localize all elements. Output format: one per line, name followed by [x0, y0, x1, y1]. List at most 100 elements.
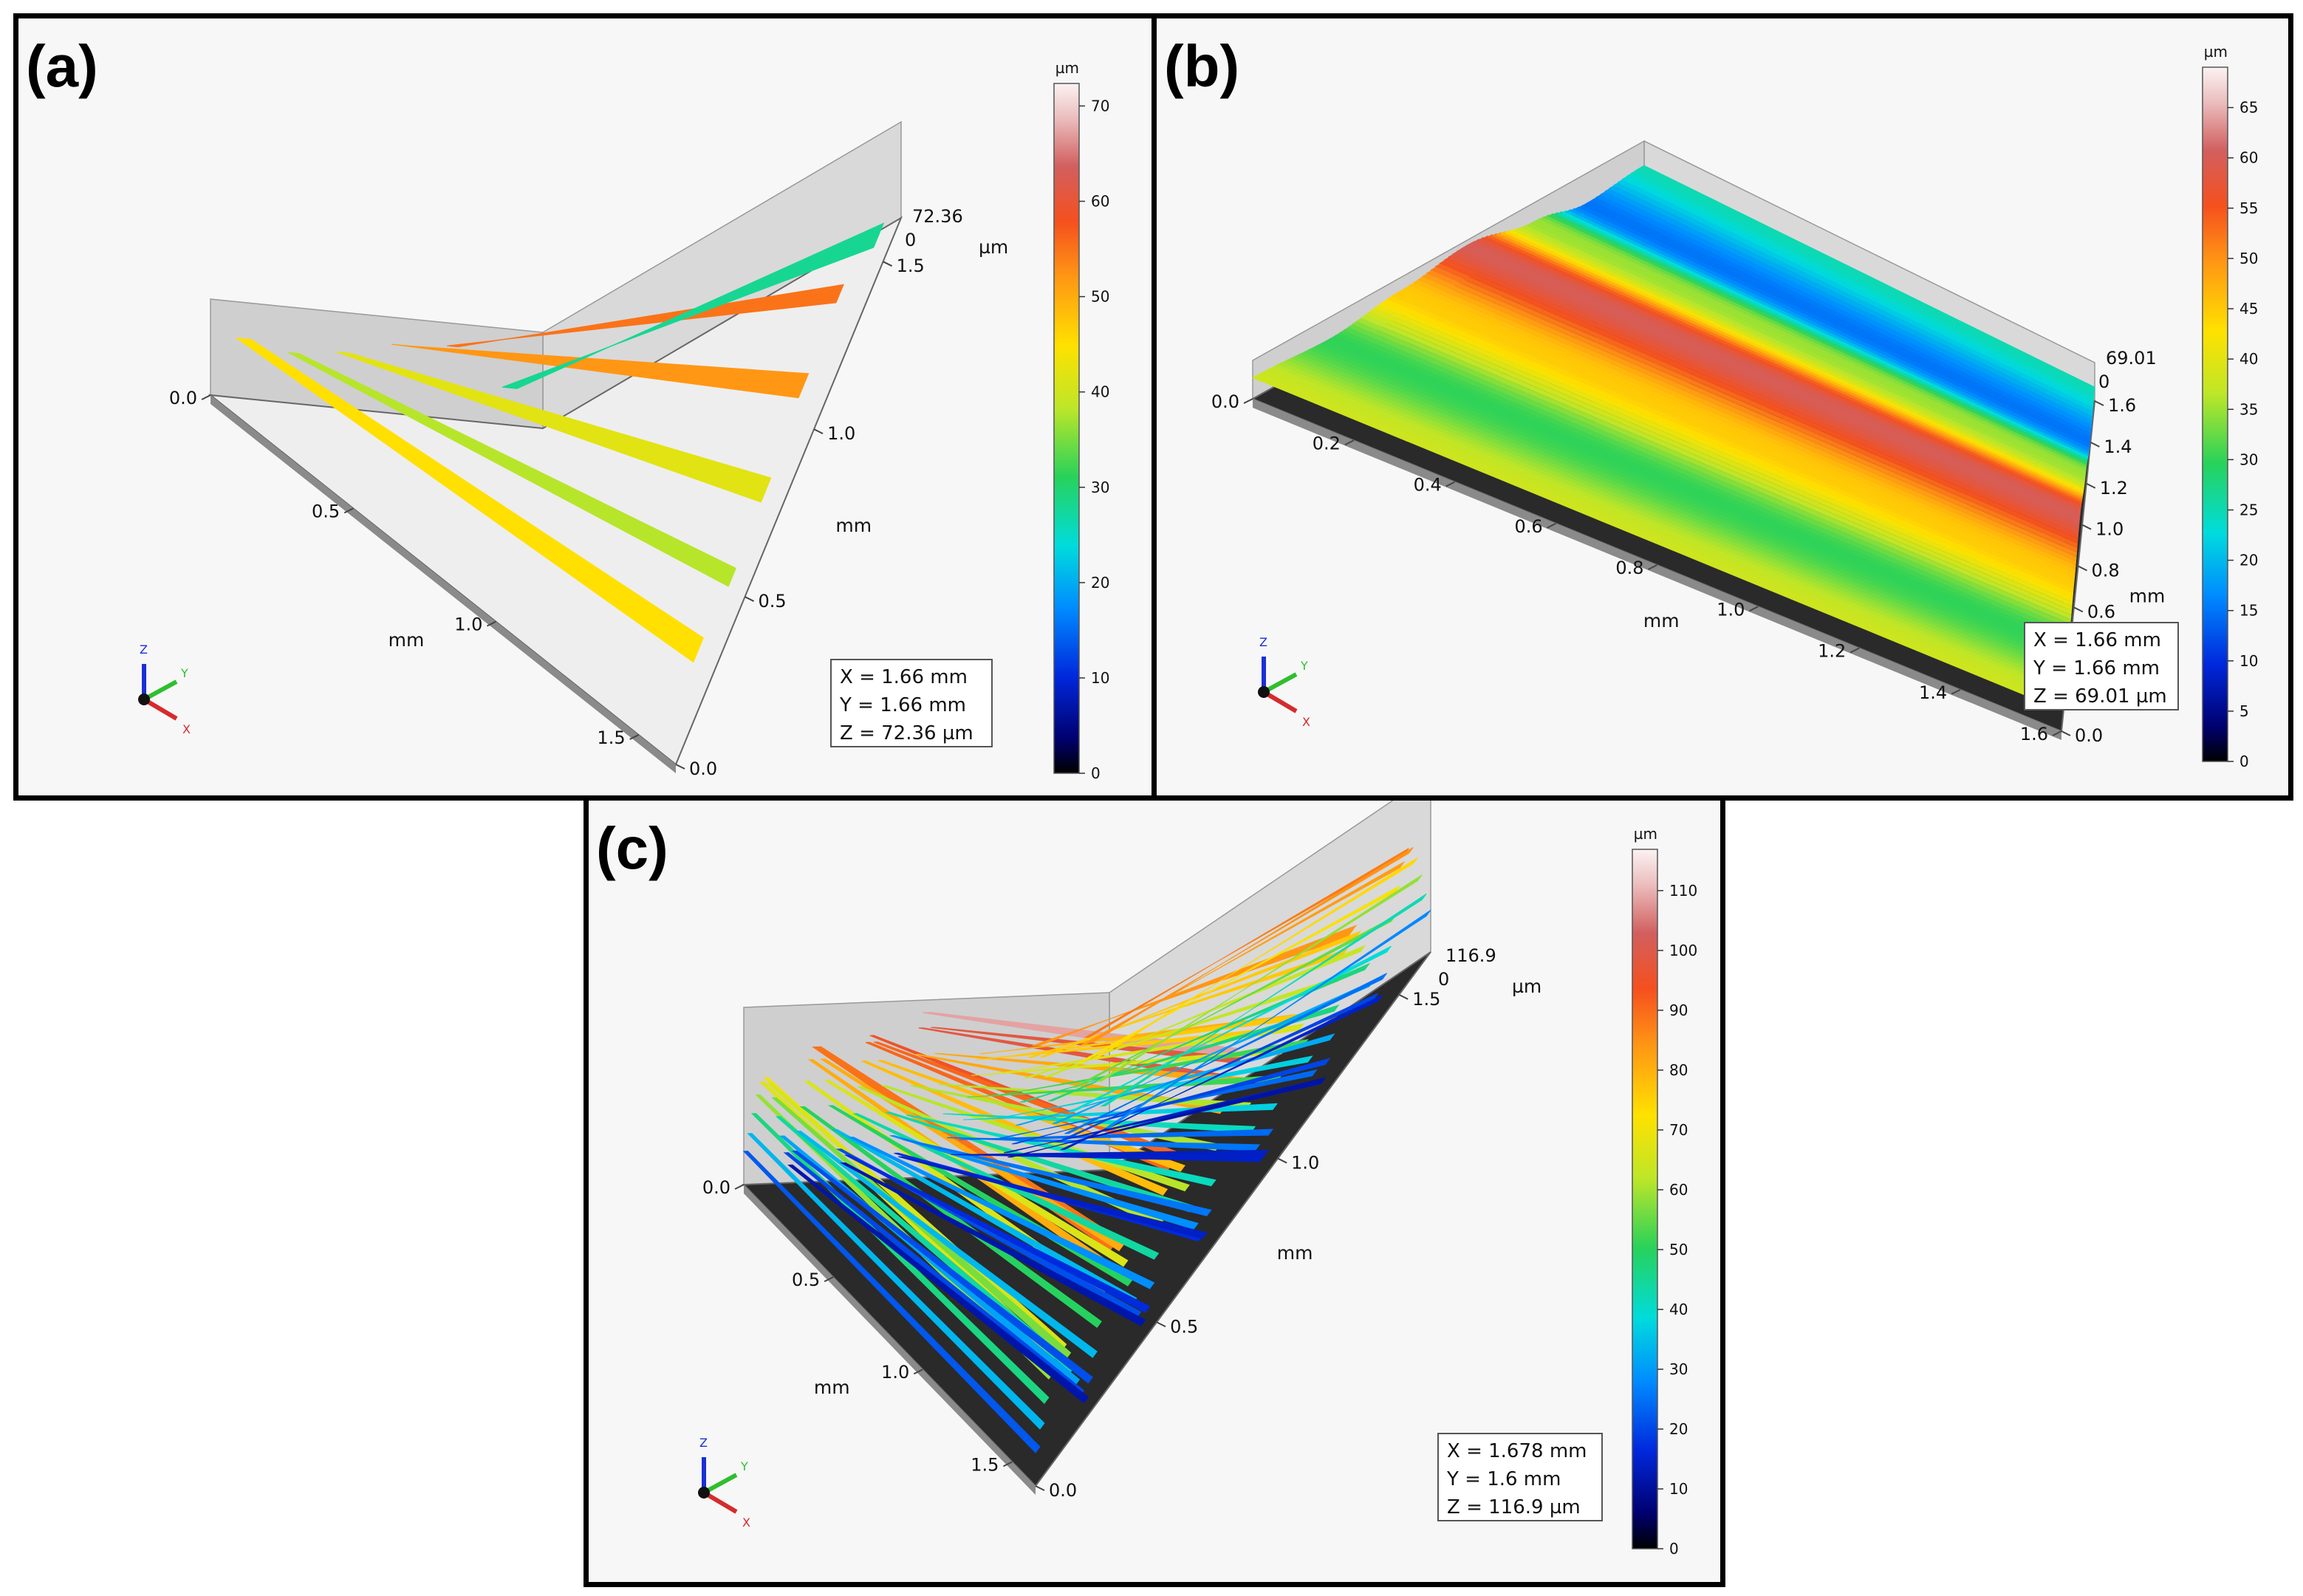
- surface-strip: [1356, 318, 2072, 624]
- y-tick-label: 0.5: [759, 591, 787, 612]
- colorbar-tick-label: 40: [1669, 1301, 1688, 1318]
- colorbar-tick-label: 10: [1669, 1480, 1688, 1498]
- surface-strip: [843, 1154, 1151, 1313]
- front-face: [1253, 399, 2061, 740]
- colorbar-tick-label: 20: [2239, 552, 2258, 569]
- colorbar-tick-label: 30: [1669, 1360, 1688, 1378]
- front-face: [744, 1185, 1036, 1495]
- x-tick-label: 1.0: [881, 1362, 909, 1383]
- triad-origin: [698, 1487, 710, 1499]
- colorbar-tick-label: 0: [2239, 753, 2249, 770]
- surface-strip: [991, 1038, 1309, 1097]
- x-tick-label: 1.0: [1717, 599, 1745, 620]
- colorbar-tick-label: 65: [2239, 99, 2258, 117]
- y-tick-label: 1.5: [897, 256, 925, 276]
- info-line: Y = 1.66 mm: [2033, 657, 2160, 679]
- triad-z-label: Z: [699, 1436, 708, 1450]
- x-tick-label: 1.6: [2020, 724, 2048, 744]
- y-tick-label: 0.0: [1049, 1480, 1077, 1501]
- z-zero-label: 0: [2098, 371, 2109, 392]
- x-tick-mark: [2052, 730, 2062, 736]
- y-tick-mark: [1156, 1321, 1166, 1328]
- x-tick-label: 0.0: [702, 1177, 730, 1198]
- z-max-label: 72.36: [912, 206, 963, 227]
- colorbar-tick-label: 50: [2239, 250, 2258, 267]
- x-tick-label: 0.5: [792, 1270, 820, 1290]
- colorbar-tick-label: 80: [1669, 1061, 1688, 1079]
- y-tick-label: 0.5: [1170, 1316, 1198, 1337]
- surface-strip: [1608, 185, 2093, 421]
- surface-strip: [1417, 276, 2077, 566]
- x-tick-mark: [1002, 1461, 1013, 1467]
- x-tick-mark: [486, 620, 496, 627]
- front-face: [211, 395, 676, 773]
- colorbar-tick-label: 30: [2239, 451, 2258, 468]
- surface-strip: [1040, 930, 1362, 1058]
- surface-strip: [1412, 279, 2076, 570]
- x-axis-label: mm: [814, 1377, 850, 1398]
- surface-strip: [747, 1133, 1045, 1430]
- surface-strip: [1103, 909, 1431, 1129]
- surface-strip: [835, 1148, 1142, 1319]
- surface-strip: [247, 338, 704, 645]
- surface-strip: [1443, 257, 2079, 539]
- info-line: Z = 116.9 µm: [1447, 1496, 1581, 1518]
- info-line: X = 1.678 mm: [1447, 1440, 1587, 1462]
- colorbar-tick-label: 35: [2239, 400, 2258, 418]
- surface-strip: [902, 1139, 1212, 1216]
- triad-x-label: X: [182, 722, 191, 736]
- z-axis-label: µm: [1512, 976, 1541, 997]
- colorbar-tick-label: 60: [2239, 149, 2258, 167]
- x-tick-label: 0.8: [1615, 558, 1643, 578]
- x-tick-mark: [1445, 481, 1456, 487]
- colorbar-tick-label: 90: [1669, 1001, 1688, 1019]
- panel-label: (a): [26, 33, 98, 99]
- surface-strip: [1011, 1058, 1331, 1145]
- surface-mesh: [235, 222, 885, 663]
- surface-strip: [1626, 173, 2095, 403]
- y-tick-mark: [883, 261, 893, 267]
- x-axis-label: mm: [389, 629, 425, 651]
- z-axis-label: µm: [979, 236, 1008, 258]
- surface-strip: [1408, 282, 2076, 575]
- x-tick-mark: [1951, 688, 1961, 695]
- colorbar-tick-label: 45: [2239, 300, 2258, 318]
- triad-y-label: Y: [740, 1459, 748, 1473]
- triad-y-arrow: [1262, 672, 1298, 694]
- y-tick-mark: [2086, 482, 2096, 489]
- surface-strip: [1451, 251, 2080, 531]
- z-max-label: 69.01: [2106, 348, 2157, 369]
- y-tick-label: 0.0: [2075, 725, 2103, 746]
- surface-mesh: [1251, 165, 2095, 711]
- x-tick-mark: [1748, 606, 1759, 612]
- colorbar-tick-label: 70: [1091, 97, 1109, 114]
- colorbar-tick-label: 110: [1669, 882, 1697, 900]
- surface-strip: [889, 1134, 1199, 1230]
- x-tick-mark: [734, 1184, 745, 1190]
- surface-strip: [954, 1149, 1270, 1157]
- y-tick-label: 0.0: [689, 758, 717, 779]
- colorbar-tick-label: 60: [1091, 193, 1109, 210]
- surface-strip: [1617, 179, 2094, 412]
- surface-strip: [897, 1156, 1208, 1239]
- surface-strip: [1019, 1004, 1340, 1103]
- colorbar-tick-label: 50: [1091, 288, 1109, 306]
- triad-y-label: Y: [1300, 659, 1308, 673]
- colorbar-unit: µm: [1055, 59, 1079, 77]
- surface-strip: [1068, 945, 1392, 1113]
- x-tick-label: 0.5: [312, 501, 340, 521]
- x-tick-label: 1.5: [971, 1454, 999, 1475]
- surface-strip: [906, 1114, 1216, 1187]
- surface-strip: [1382, 298, 2074, 598]
- surface-strip: [1092, 857, 1418, 1059]
- triad-x-label: X: [742, 1515, 750, 1530]
- x-tick-mark: [201, 394, 211, 400]
- surface-strip: [1060, 994, 1383, 1151]
- y-tick-mark: [2061, 730, 2071, 736]
- surface-strip: [1095, 874, 1423, 1082]
- colorbar-tick-label: 20: [1091, 574, 1109, 592]
- surface-strip: [1044, 945, 1366, 1078]
- colorbar-tick-label: 0: [1091, 764, 1101, 782]
- colorbar-tick-label: 40: [2239, 350, 2258, 368]
- info-box: [2024, 622, 2179, 710]
